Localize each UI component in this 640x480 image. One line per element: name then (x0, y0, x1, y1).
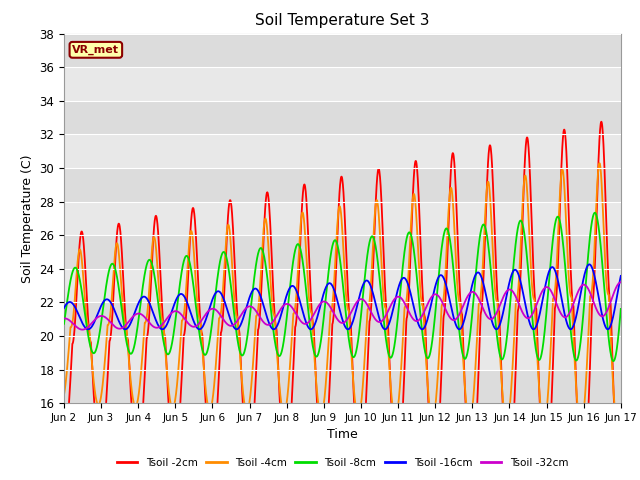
Tsoil -2cm (179, 351, 187, 357)
Title: Soil Temperature Set 3: Soil Temperature Set 3 (255, 13, 429, 28)
Line: Tsoil -32cm: Tsoil -32cm (64, 282, 621, 330)
Text: VR_met: VR_met (72, 45, 119, 55)
Tsoil -16cm (287, 284, 295, 289)
Tsoil -4cm (290, 310, 298, 316)
Bar (64, 235, 621, 269)
Tsoil -4cm (60, 392, 68, 398)
Line: Tsoil -2cm: Tsoil -2cm (64, 122, 621, 480)
Tsoil -8cm (617, 306, 625, 312)
Tsoil -32cm (440, 304, 448, 310)
Bar (64, 67, 621, 101)
Bar (64, 370, 621, 403)
Tsoil -2cm (287, 410, 295, 416)
Tsoil -16cm (179, 292, 187, 298)
Tsoil -4cm (179, 316, 187, 322)
Line: Tsoil -4cm: Tsoil -4cm (64, 163, 621, 428)
Bar (64, 168, 621, 202)
Tsoil -4cm (614, 425, 622, 431)
Tsoil -4cm (440, 291, 448, 297)
Tsoil -32cm (269, 319, 276, 325)
Tsoil -4cm (287, 345, 295, 350)
Tsoil -2cm (92, 424, 100, 430)
Tsoil -32cm (79, 327, 86, 333)
Tsoil -16cm (92, 315, 100, 321)
Tsoil -2cm (268, 267, 276, 273)
Tsoil -8cm (179, 263, 187, 268)
Bar (64, 101, 621, 134)
Tsoil -32cm (287, 304, 295, 310)
Tsoil -8cm (609, 358, 617, 364)
Tsoil -16cm (586, 262, 593, 267)
Tsoil -2cm (60, 449, 68, 455)
Tsoil -8cm (290, 253, 298, 259)
Bar (64, 202, 621, 235)
Tsoil -8cm (440, 230, 448, 236)
Tsoil -32cm (60, 315, 68, 321)
Tsoil -32cm (617, 279, 625, 285)
Tsoil -16cm (290, 284, 298, 289)
Bar (64, 302, 621, 336)
Tsoil -16cm (604, 326, 612, 332)
Tsoil -16cm (268, 326, 276, 332)
Tsoil -4cm (617, 411, 625, 417)
Tsoil -8cm (287, 274, 295, 280)
Bar (64, 336, 621, 370)
Tsoil -2cm (598, 119, 605, 125)
Line: Tsoil -16cm: Tsoil -16cm (64, 264, 621, 329)
Tsoil -8cm (92, 348, 100, 353)
Tsoil -8cm (60, 321, 68, 327)
Tsoil -32cm (92, 315, 100, 321)
Tsoil -32cm (291, 308, 298, 314)
Line: Tsoil -8cm: Tsoil -8cm (64, 213, 621, 361)
Tsoil -4cm (596, 160, 604, 166)
Legend: Tsoil -2cm, Tsoil -4cm, Tsoil -8cm, Tsoil -16cm, Tsoil -32cm: Tsoil -2cm, Tsoil -4cm, Tsoil -8cm, Tsoi… (113, 454, 572, 472)
Tsoil -4cm (268, 303, 276, 309)
Tsoil -16cm (60, 305, 68, 311)
X-axis label: Time: Time (327, 429, 358, 442)
Tsoil -2cm (440, 312, 448, 317)
Tsoil -16cm (617, 273, 625, 279)
Y-axis label: Soil Temperature (C): Soil Temperature (C) (20, 154, 34, 283)
Tsoil -8cm (268, 319, 276, 325)
Tsoil -4cm (92, 395, 100, 401)
Tsoil -16cm (440, 276, 448, 282)
Tsoil -32cm (179, 314, 187, 320)
Bar (64, 34, 621, 67)
Tsoil -2cm (290, 350, 298, 356)
Tsoil -8cm (591, 210, 598, 216)
Bar (64, 269, 621, 302)
Bar (64, 134, 621, 168)
